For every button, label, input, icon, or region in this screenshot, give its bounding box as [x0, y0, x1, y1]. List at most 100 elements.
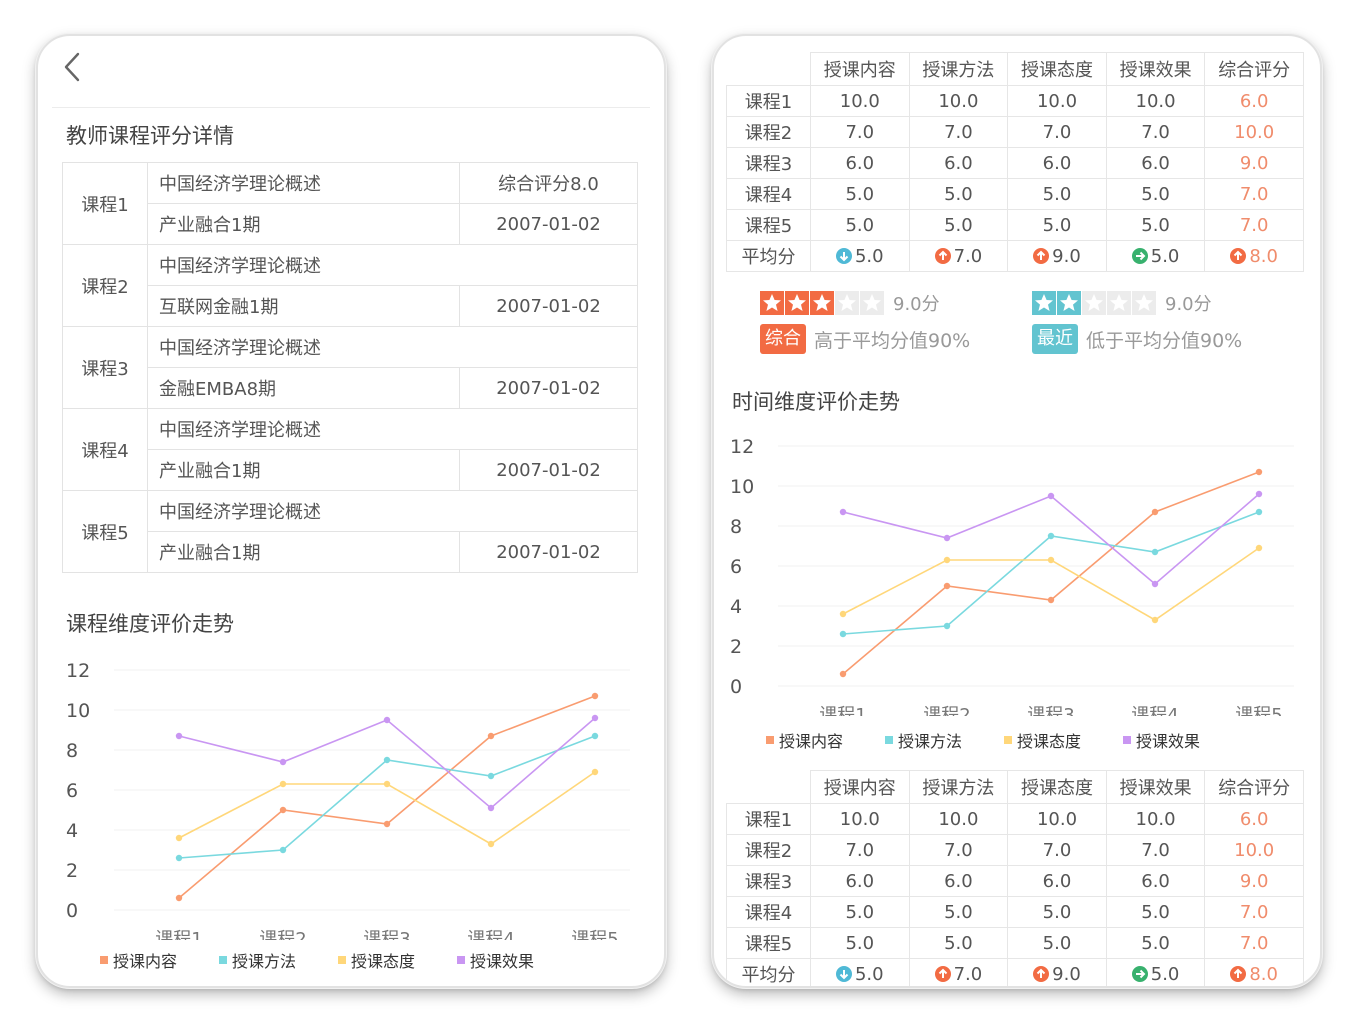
overall-score: 9.0分	[893, 294, 940, 315]
y-tick-label: 0	[66, 900, 78, 922]
data-point[interactable]	[1047, 492, 1055, 500]
data-point[interactable]	[1047, 596, 1055, 604]
course-cohort-row[interactable]: 产业融合1期 2007-01-02	[63, 449, 638, 491]
legend-item[interactable]: 授课效果	[1123, 728, 1200, 752]
header-blank	[726, 770, 811, 804]
data-point[interactable]	[279, 758, 287, 766]
score-row[interactable]: 课程5 5.0 5.0 5.0 5.0 7.0	[726, 927, 1304, 959]
arrow-down-icon	[835, 247, 852, 264]
overall-tag: 综合	[760, 324, 806, 354]
x-tick-label: 课程5	[1235, 705, 1282, 716]
data-point[interactable]	[383, 780, 391, 788]
legend-item[interactable]: 授课内容	[100, 948, 177, 972]
data-point[interactable]	[487, 804, 495, 812]
column-header: 综合评分	[1204, 52, 1304, 86]
score-cell: 7.0	[1007, 116, 1107, 148]
score-cell: 6.0	[1007, 147, 1107, 179]
score-cell: 10.0	[908, 85, 1009, 117]
data-point[interactable]	[943, 534, 951, 542]
data-point[interactable]	[1047, 532, 1055, 540]
data-point[interactable]	[175, 732, 183, 740]
nav-bar	[52, 36, 650, 108]
x-tick-label: 课程5	[571, 929, 618, 940]
data-point[interactable]	[591, 732, 599, 740]
data-point[interactable]	[1151, 508, 1159, 516]
data-point[interactable]	[839, 670, 847, 678]
score-row[interactable]: 课程2 7.0 7.0 7.0 7.0 10.0	[726, 116, 1304, 148]
score-row[interactable]: 课程1 10.0 10.0 10.0 10.0 6.0	[726, 85, 1304, 117]
data-point[interactable]	[1255, 468, 1263, 476]
data-point[interactable]	[1151, 548, 1159, 556]
course-row[interactable]: 课程1 中国经济学理论概述 综合评分8.0	[62, 162, 638, 245]
data-point[interactable]	[1255, 490, 1263, 498]
data-point[interactable]	[591, 714, 599, 722]
score-row[interactable]: 课程5 5.0 5.0 5.0 5.0 7.0	[726, 209, 1304, 241]
course-cohort-row[interactable]: 金融EMBA8期 2007-01-02	[63, 367, 638, 409]
data-point[interactable]	[383, 820, 391, 828]
data-point[interactable]	[383, 716, 391, 724]
data-point[interactable]	[279, 806, 287, 814]
legend-item[interactable]: 授课方法	[885, 728, 962, 752]
score-row[interactable]: 课程4 5.0 5.0 5.0 5.0 7.0	[726, 178, 1304, 210]
score-row[interactable]: 课程2 7.0 7.0 7.0 7.0 10.0	[726, 834, 1304, 866]
score-row[interactable]: 课程3 6.0 6.0 6.0 6.0 9.0	[726, 865, 1304, 897]
data-point[interactable]	[487, 732, 495, 740]
data-point[interactable]	[487, 772, 495, 780]
data-point[interactable]	[1151, 580, 1159, 588]
data-point[interactable]	[591, 768, 599, 776]
overall-score-cell: 7.0	[1204, 927, 1304, 959]
data-point[interactable]	[839, 630, 847, 638]
data-point[interactable]	[487, 840, 495, 848]
data-point[interactable]	[1255, 544, 1263, 552]
data-point[interactable]	[591, 692, 599, 700]
data-point[interactable]	[943, 556, 951, 564]
data-point[interactable]	[1047, 556, 1055, 564]
score-row[interactable]: 课程3 6.0 6.0 6.0 6.0 9.0	[726, 147, 1304, 179]
data-point[interactable]	[1255, 508, 1263, 516]
course-row[interactable]: 课程4 中国经济学理论概述	[62, 408, 638, 491]
course-cohort-row[interactable]: 互联网金融1期 2007-01-02	[63, 285, 638, 327]
x-tick-label: 课程4	[467, 929, 514, 940]
data-point[interactable]	[279, 846, 287, 854]
score-row[interactable]: 课程4 5.0 5.0 5.0 5.0 7.0	[726, 896, 1304, 928]
header-blank	[726, 52, 811, 86]
score-cell: 6.0	[908, 147, 1009, 179]
y-tick-label: 10	[730, 476, 754, 498]
series-line	[842, 511, 1260, 635]
course-row[interactable]: 课程5 中国经济学理论概述	[62, 490, 638, 573]
score-cell: 6.0	[1105, 147, 1206, 179]
course-cohort-row[interactable]: 产业融合1期 2007-01-02	[63, 531, 638, 573]
rating-recent: 9.0分	[1032, 290, 1212, 316]
data-point[interactable]	[175, 854, 183, 862]
legend-item[interactable]: 授课方法	[219, 948, 296, 972]
data-point[interactable]	[175, 894, 183, 902]
score-cell: 7.0	[1007, 834, 1107, 866]
score-cell: 10.0	[1105, 85, 1206, 117]
course-row[interactable]: 课程2 中国经济学理论概述	[62, 244, 638, 327]
data-point[interactable]	[943, 622, 951, 630]
data-point[interactable]	[943, 582, 951, 590]
legend-item[interactable]: 授课内容	[766, 728, 843, 752]
score-cell: 5.0	[1007, 209, 1107, 241]
back-arrow-icon[interactable]	[58, 50, 88, 84]
legend-swatch	[1123, 736, 1132, 744]
data-point[interactable]	[279, 780, 287, 788]
average-cell: 7.0	[908, 240, 1009, 272]
legend-item[interactable]: 授课效果	[457, 948, 534, 972]
legend-item[interactable]: 授课态度	[1004, 728, 1081, 752]
data-point[interactable]	[839, 508, 847, 516]
course-row[interactable]: 课程3 中国经济学理论概述	[62, 326, 638, 409]
score-cell: 5.0	[810, 896, 910, 928]
data-point[interactable]	[1151, 616, 1159, 624]
data-point[interactable]	[383, 756, 391, 764]
data-point[interactable]	[839, 610, 847, 618]
series-line	[178, 695, 596, 899]
legend-item[interactable]: 授课态度	[338, 948, 415, 972]
overall-score-cell: 6.0	[1204, 803, 1304, 835]
course-cohort-row[interactable]: 产业融合1期 2007-01-02	[63, 203, 638, 245]
data-point[interactable]	[175, 834, 183, 842]
average-cell: 9.0	[1007, 958, 1107, 986]
score-row[interactable]: 课程1 10.0 10.0 10.0 10.0 6.0	[726, 803, 1304, 835]
score-cell: 6.0	[810, 865, 910, 897]
course-title: 中国经济学理论概述	[147, 162, 460, 204]
